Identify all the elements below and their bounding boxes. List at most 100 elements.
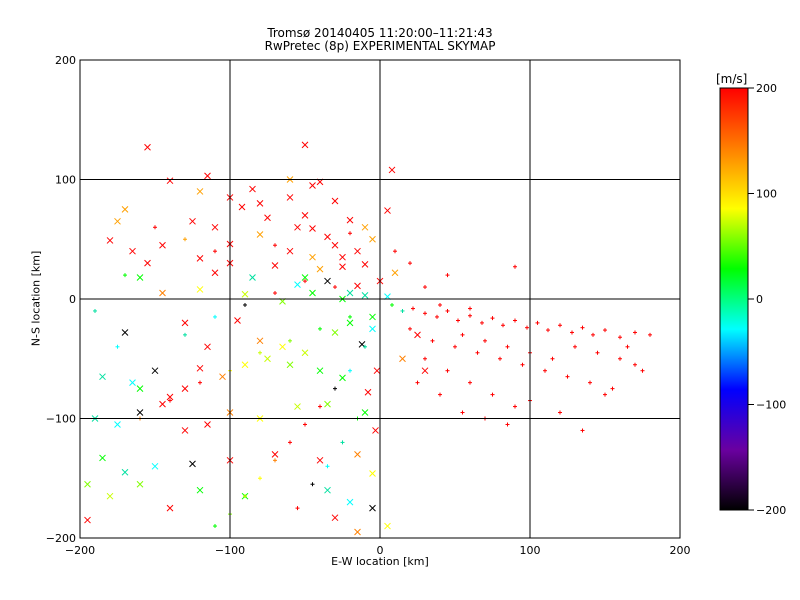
scatter-point-plus: [460, 410, 465, 415]
scatter-point-x: [234, 317, 241, 324]
y-tick-label: 200: [55, 54, 76, 67]
scatter-point-plus: [610, 386, 615, 391]
scatter-point-plus: [468, 313, 472, 318]
scatter-point-plus: [438, 302, 442, 307]
scatter-point-x: [286, 194, 294, 201]
scatter-point-x: [129, 379, 136, 387]
scatter-point-x: [114, 421, 121, 428]
scatter-point-plus: [213, 524, 217, 529]
scatter-point-plus: [153, 225, 157, 230]
scatter-point-x: [369, 235, 376, 243]
scatter-point-plus: [501, 323, 505, 328]
scatter-point-x: [136, 480, 144, 488]
colorbar-tick-label: −100: [756, 399, 786, 412]
scatter-point-x: [249, 185, 256, 193]
scatter-point-x: [361, 223, 369, 231]
scatter-point-plus: [198, 380, 202, 385]
scatter-point-plus: [340, 440, 345, 445]
scatter-point-plus: [580, 325, 585, 330]
scatter-point-x: [151, 367, 159, 375]
scatter-point-plus: [550, 356, 555, 361]
scatter-point-x: [301, 141, 309, 149]
scatter-point-x: [204, 172, 211, 180]
colorbar-tick-label: 100: [756, 188, 777, 201]
scatter-point-x: [414, 331, 421, 339]
scatter-point-plus: [273, 291, 277, 296]
scatter-point-x: [331, 241, 339, 249]
scatter-point-plus: [273, 458, 277, 463]
scatter-point-plus: [318, 404, 322, 409]
scatter-point-x: [181, 385, 189, 392]
chart-title: Tromsø 20140405 11:20:00–11:21:43: [267, 26, 493, 40]
scatter-point-x: [196, 486, 204, 494]
scatter-point-x: [354, 450, 361, 458]
scatter-point-x: [388, 166, 396, 174]
scatter-point-plus: [460, 332, 465, 337]
scatter-point-plus: [318, 326, 322, 331]
scatter-point-x: [166, 177, 174, 185]
scatter-point-plus: [445, 368, 450, 373]
scatter-point-plus: [258, 476, 262, 481]
scatter-point-x: [196, 188, 204, 195]
x-tick-label: −100: [215, 544, 245, 557]
scatter-point-x: [361, 409, 369, 416]
scatter-point-x: [339, 263, 346, 271]
scatter-point-x: [294, 223, 301, 231]
scatter-point-x: [241, 290, 249, 298]
scatter-point-plus: [390, 302, 394, 307]
scatter-point-x: [256, 231, 264, 238]
scatter-point-x: [354, 528, 361, 536]
y-tick-label: −200: [46, 532, 76, 545]
scatter-point-x: [294, 281, 301, 289]
scatter-point-x: [324, 233, 331, 241]
scatter-point-plus: [445, 308, 450, 313]
scatter-point-x: [324, 400, 331, 408]
scatter-point-plus: [325, 464, 330, 469]
scatter-point-x: [106, 492, 114, 500]
scatter-point-plus: [273, 243, 277, 248]
scatter-point-plus: [348, 231, 352, 236]
scatter-point-x: [309, 253, 316, 261]
scatter-point-plus: [243, 494, 247, 499]
scatter-point-plus: [570, 330, 574, 335]
scatter-point-plus: [546, 328, 550, 333]
scatter-point-x: [271, 262, 279, 269]
scatter-point-x: [339, 253, 346, 261]
scatter-point-x: [324, 486, 331, 494]
scatter-point-plus: [288, 338, 292, 343]
scatter-point-plus: [513, 264, 517, 269]
scatter-point-plus: [348, 368, 352, 373]
scatter-point-x: [159, 241, 166, 249]
scatter-point-x: [331, 514, 339, 522]
scatter-point-x: [129, 247, 136, 255]
scatter-point-plus: [453, 344, 457, 349]
scatter-point-plus: [348, 314, 352, 319]
scatter-point-plus: [625, 344, 630, 349]
scatter-point-x: [181, 319, 189, 327]
scatter-point-x: [301, 211, 309, 219]
scatter-point-plus: [558, 323, 562, 328]
y-tick-label: 0: [69, 293, 76, 306]
scatter-point-x: [256, 200, 264, 207]
scatter-point-plus: [303, 422, 307, 427]
scatter-point-x: [369, 325, 376, 333]
scatter-point-plus: [310, 482, 315, 487]
scatter-point-plus: [400, 308, 405, 313]
scatter-point-plus: [435, 314, 439, 319]
scatter-point-plus: [258, 350, 262, 355]
scatter-point-x: [99, 373, 106, 381]
colorbar-unit-label: [m/s]: [716, 72, 748, 86]
chart-subtitle: RwPretec (8p) EXPERIMENTAL SKYMAP: [264, 39, 496, 53]
scatter-point-x: [211, 269, 219, 277]
scatter-point-x: [286, 361, 294, 369]
scatter-point-x: [241, 361, 249, 369]
scatter-point-x: [238, 203, 246, 211]
scatter-point-x: [196, 286, 204, 293]
scatter-point-x: [361, 292, 369, 299]
scatter-point-x: [181, 427, 189, 434]
scatter-point-plus: [520, 362, 525, 367]
scatter-point-plus: [408, 261, 412, 266]
scatter-point-plus: [411, 306, 415, 311]
scatter-point-plus: [333, 285, 337, 290]
scatter-point-x: [372, 427, 379, 434]
